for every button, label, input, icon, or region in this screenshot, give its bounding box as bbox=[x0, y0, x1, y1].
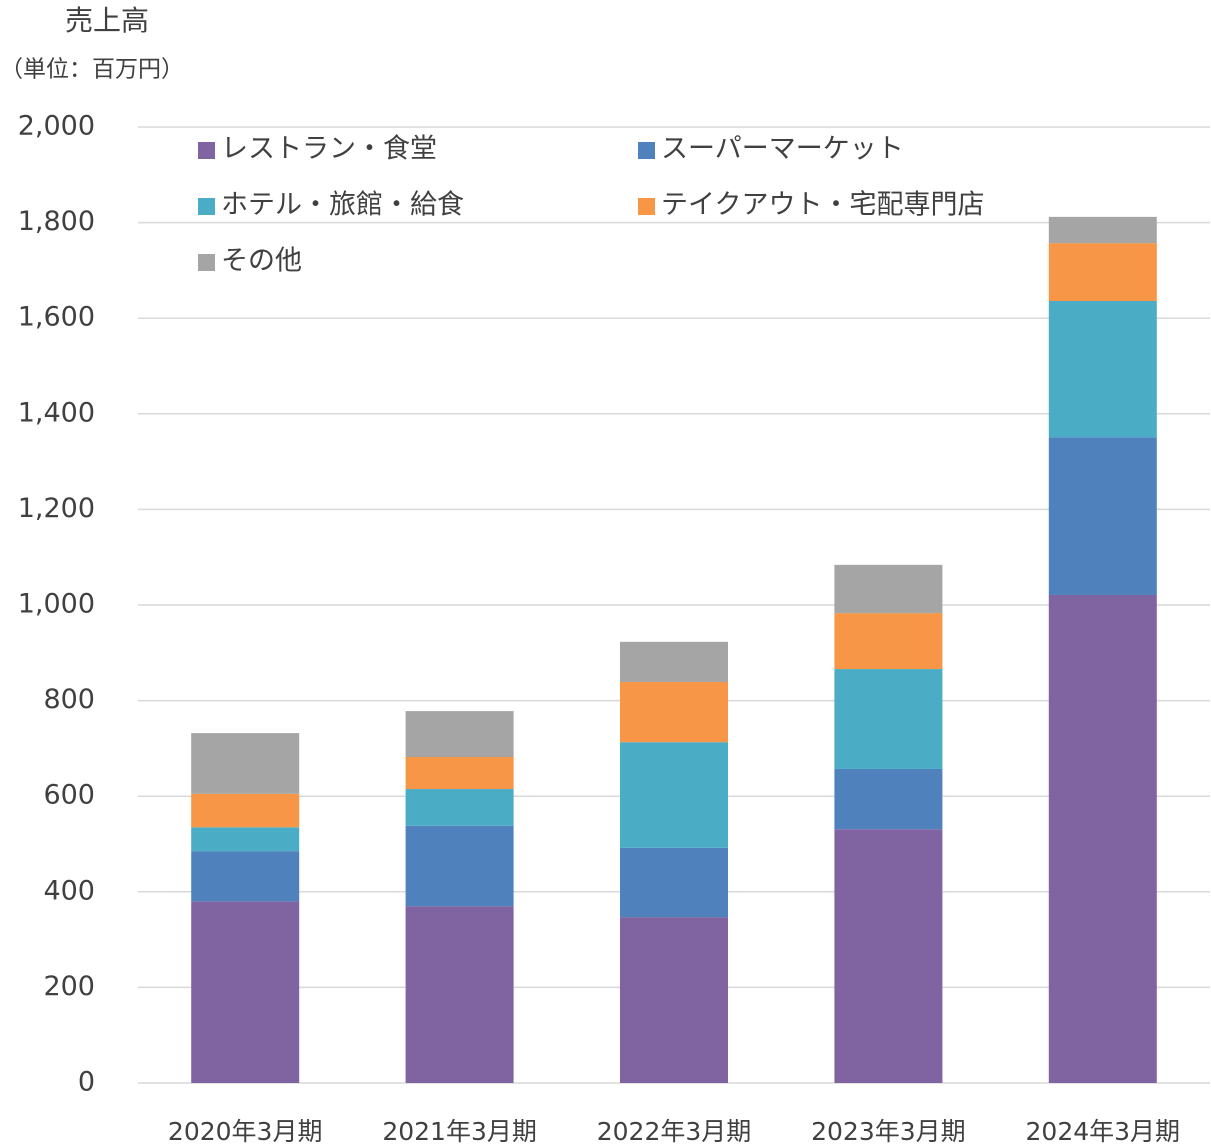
bar-segment bbox=[191, 901, 300, 1083]
legend-label: テイクアウト・宅配専門店 bbox=[661, 190, 984, 221]
bar-segment bbox=[191, 793, 300, 828]
legend-swatch bbox=[198, 142, 215, 159]
y-tick-label: 200 bbox=[43, 971, 95, 1002]
bar-segment bbox=[834, 669, 943, 769]
legend-swatch bbox=[198, 198, 215, 215]
bar-segment bbox=[1048, 300, 1157, 438]
y-tick-label: 1,400 bbox=[18, 397, 95, 428]
bar-segment bbox=[834, 768, 943, 830]
legend-label: ホテル・旅館・給食 bbox=[221, 190, 464, 221]
bar-segment bbox=[405, 906, 514, 1083]
y-tick-label: 1,800 bbox=[18, 206, 95, 237]
bar-segment bbox=[405, 711, 514, 758]
legend-label: レストラン・食堂 bbox=[221, 134, 437, 165]
bar-segment bbox=[620, 641, 728, 682]
bar-segment bbox=[834, 564, 943, 614]
bar-segment bbox=[405, 757, 514, 790]
x-tick-label: 2024年3月期 bbox=[1026, 1117, 1181, 1146]
bar-segment bbox=[191, 827, 300, 852]
legend-swatch bbox=[638, 142, 655, 159]
x-tick-label: 2022年3月期 bbox=[597, 1117, 752, 1146]
bar-segment bbox=[620, 681, 728, 743]
y-tick-label: 2,000 bbox=[18, 111, 95, 142]
x-tick-label: 2023年3月期 bbox=[811, 1117, 966, 1146]
bar-segment bbox=[620, 742, 728, 848]
y-tick-label: 1,000 bbox=[18, 589, 95, 620]
chart-title: 売上高 bbox=[65, 4, 149, 37]
bar-segment bbox=[620, 917, 728, 1083]
y-tick-label: 800 bbox=[43, 684, 95, 715]
bar-segment bbox=[191, 733, 300, 794]
bar-segment bbox=[1048, 594, 1157, 1083]
bar-segment bbox=[1048, 216, 1157, 244]
bar-segment bbox=[405, 789, 514, 826]
y-tick-label: 1,200 bbox=[18, 493, 95, 524]
bar-segment bbox=[1048, 243, 1157, 301]
bar-segment bbox=[834, 829, 943, 1083]
bar-segment bbox=[834, 613, 943, 670]
bar-segment bbox=[1048, 437, 1157, 595]
x-tick-label: 2021年3月期 bbox=[382, 1117, 537, 1146]
y-tick-label: 600 bbox=[43, 780, 95, 811]
x-tick-label: 2020年3月期 bbox=[168, 1117, 323, 1146]
bar-segment bbox=[405, 825, 514, 907]
legend-swatch bbox=[198, 254, 215, 271]
legend-label: その他 bbox=[221, 246, 302, 277]
legend-label: スーパーマーケット bbox=[661, 134, 904, 165]
bar-segment bbox=[620, 847, 728, 918]
chart-subtitle: （単位：百万円） bbox=[0, 57, 184, 83]
y-tick-label: 400 bbox=[43, 875, 95, 906]
legend-swatch bbox=[638, 198, 655, 215]
bar-segment bbox=[191, 851, 300, 902]
y-tick-label: 1,600 bbox=[18, 302, 95, 333]
y-tick-label: 0 bbox=[78, 1067, 95, 1098]
